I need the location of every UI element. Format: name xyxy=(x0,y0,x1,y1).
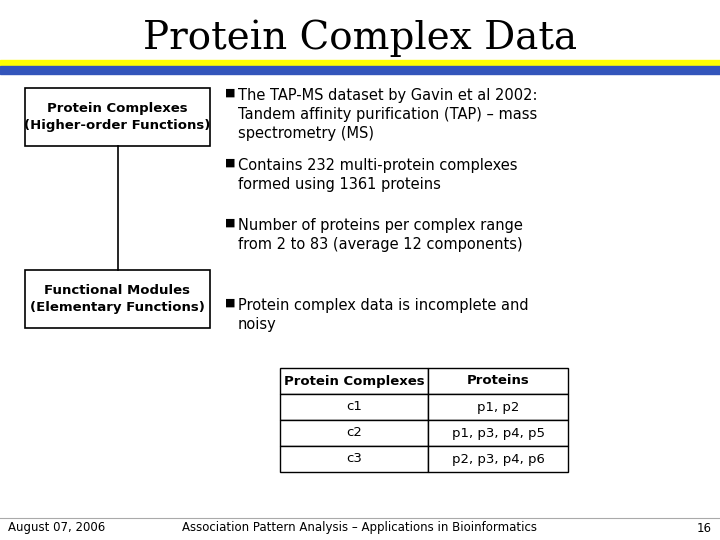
Text: p1, p2: p1, p2 xyxy=(477,401,519,414)
Bar xyxy=(25,88,210,146)
Text: ■: ■ xyxy=(225,158,235,168)
Text: Proteins: Proteins xyxy=(467,375,529,388)
Bar xyxy=(428,368,568,394)
Text: c2: c2 xyxy=(346,427,362,440)
Text: Protein Complexes
(Higher-order Functions): Protein Complexes (Higher-order Function… xyxy=(24,102,211,132)
Bar xyxy=(0,66,720,74)
Bar xyxy=(280,394,428,420)
Bar xyxy=(280,446,428,472)
Text: Functional Modules
(Elementary Functions): Functional Modules (Elementary Functions… xyxy=(30,284,205,314)
Text: c1: c1 xyxy=(346,401,362,414)
Bar xyxy=(428,420,568,446)
Text: p1, p3, p4, p5: p1, p3, p4, p5 xyxy=(451,427,544,440)
Bar xyxy=(280,368,428,394)
Text: Contains 232 multi-protein complexes
formed using 1361 proteins: Contains 232 multi-protein complexes for… xyxy=(238,158,518,192)
Text: Protein complex data is incomplete and
noisy: Protein complex data is incomplete and n… xyxy=(238,298,528,332)
Text: Number of proteins per complex range
from 2 to 83 (average 12 components): Number of proteins per complex range fro… xyxy=(238,218,523,252)
Text: The TAP-MS dataset by Gavin et al 2002:
Tandem affinity purification (TAP) – mas: The TAP-MS dataset by Gavin et al 2002: … xyxy=(238,88,538,141)
Text: p2, p3, p4, p6: p2, p3, p4, p6 xyxy=(451,453,544,465)
Bar xyxy=(428,394,568,420)
Text: ■: ■ xyxy=(225,218,235,228)
Text: Protein Complexes: Protein Complexes xyxy=(284,375,424,388)
Text: ■: ■ xyxy=(225,298,235,308)
Text: Association Pattern Analysis – Applications in Bioinformatics: Association Pattern Analysis – Applicati… xyxy=(182,522,538,535)
Text: 16: 16 xyxy=(697,522,712,535)
Bar xyxy=(428,446,568,472)
Text: Protein Complex Data: Protein Complex Data xyxy=(143,19,577,57)
Bar xyxy=(0,60,720,66)
Bar xyxy=(25,270,210,328)
Bar xyxy=(280,420,428,446)
Text: ■: ■ xyxy=(225,88,235,98)
Text: c3: c3 xyxy=(346,453,362,465)
Text: August 07, 2006: August 07, 2006 xyxy=(8,522,105,535)
